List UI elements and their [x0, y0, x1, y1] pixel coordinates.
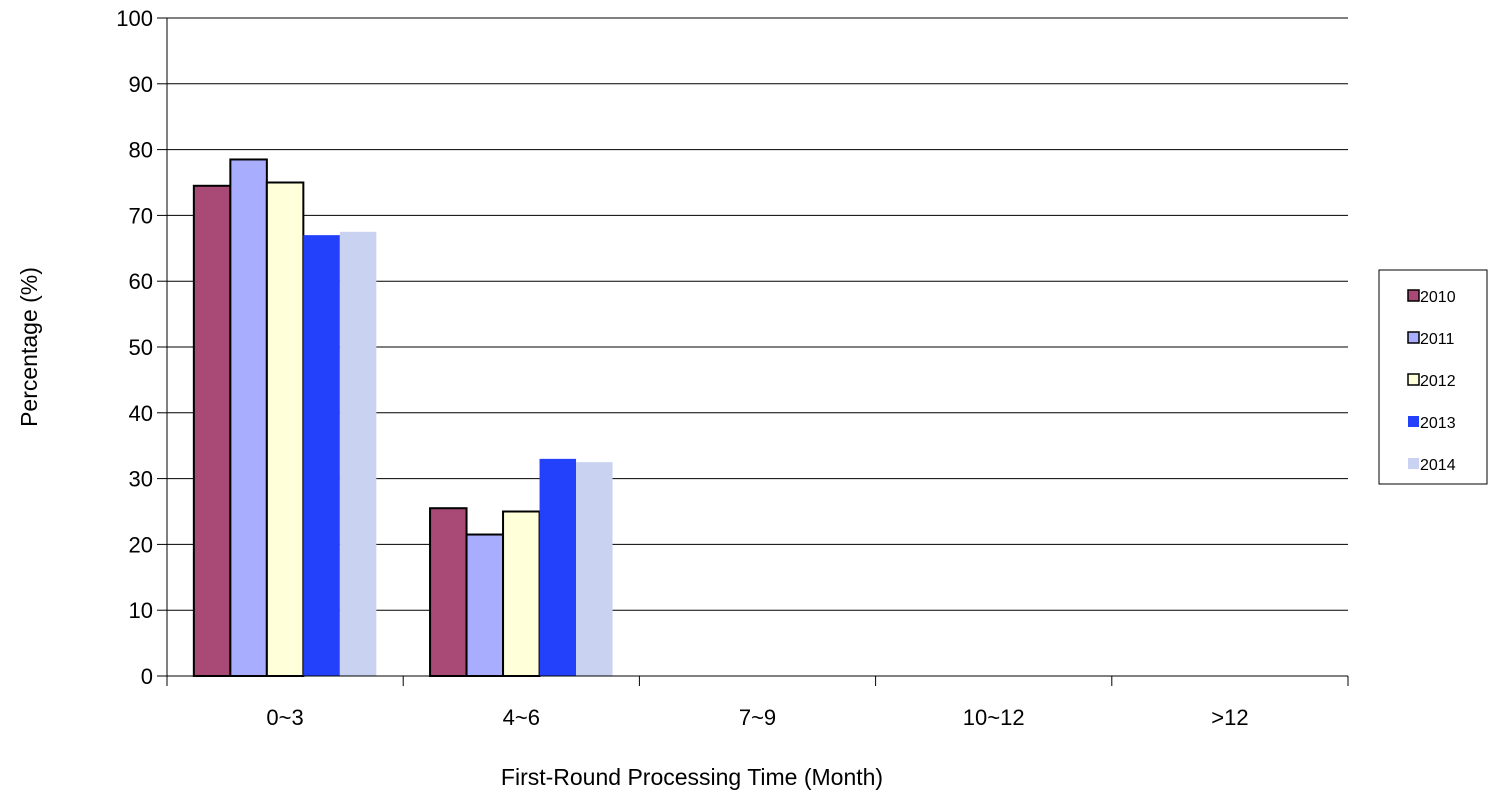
bar-2010-0 [192, 184, 232, 677]
y-tick-label: 80 [129, 138, 153, 163]
y-tick-label: 30 [129, 467, 153, 492]
y-tick-label: 60 [129, 269, 153, 294]
legend-swatch-2012 [1407, 373, 1420, 386]
y-tick-label: 50 [129, 335, 153, 360]
y-tick-labels: 0 10 20 30 40 50 60 70 80 90 100 [116, 6, 153, 689]
y-tick-label: 90 [129, 72, 153, 97]
x-tick-label: >12 [1211, 705, 1248, 730]
y-axis-title: Percentage (%) [16, 267, 42, 427]
legend-label-2013: 2013 [1420, 415, 1456, 432]
legend-label-2014: 2014 [1420, 457, 1456, 474]
legend-box [1378, 269, 1488, 485]
bar-2011-1 [465, 533, 505, 678]
y-tick-label: 10 [129, 598, 153, 623]
legend-label-2012: 2012 [1420, 373, 1456, 390]
axes [157, 17, 1349, 686]
bars [192, 158, 613, 678]
legend-swatch-2013 [1408, 416, 1419, 427]
x-tick-label: 4~6 [503, 705, 540, 730]
bar-2012-1 [502, 510, 541, 677]
y-tick-label: 70 [129, 203, 153, 228]
legend: 2010 2011 2012 2013 2014 [1378, 269, 1488, 485]
y-tick-label: 20 [129, 532, 153, 557]
y-tick-label: 100 [116, 6, 153, 31]
bar-2011-0 [229, 158, 268, 678]
legend-swatch-2011 [1407, 331, 1420, 344]
x-tick-label: 0~3 [266, 705, 303, 730]
x-axis-title: First-Round Processing Time (Month) [501, 764, 883, 790]
x-tick-label: 7~9 [739, 705, 776, 730]
legend-swatch-2010 [1407, 289, 1420, 302]
x-tick-label: 10~12 [963, 705, 1025, 730]
bar-2013-1 [539, 458, 577, 676]
bar-2012-0 [265, 181, 305, 677]
bar-2010-1 [429, 507, 468, 677]
y-tick-label: 40 [129, 401, 153, 426]
y-tick-label: 0 [141, 664, 153, 689]
bar-2013-0 [303, 235, 340, 676]
legend-swatch-2014 [1408, 458, 1419, 469]
legend-label-2010: 2010 [1420, 289, 1456, 306]
legend-label-2011: 2011 [1420, 331, 1455, 348]
x-tick-labels: 0~3 4~6 7~9 10~12 >12 [266, 705, 1248, 730]
bar-2014-1 [576, 462, 613, 676]
bar-2014-0 [339, 231, 377, 676]
